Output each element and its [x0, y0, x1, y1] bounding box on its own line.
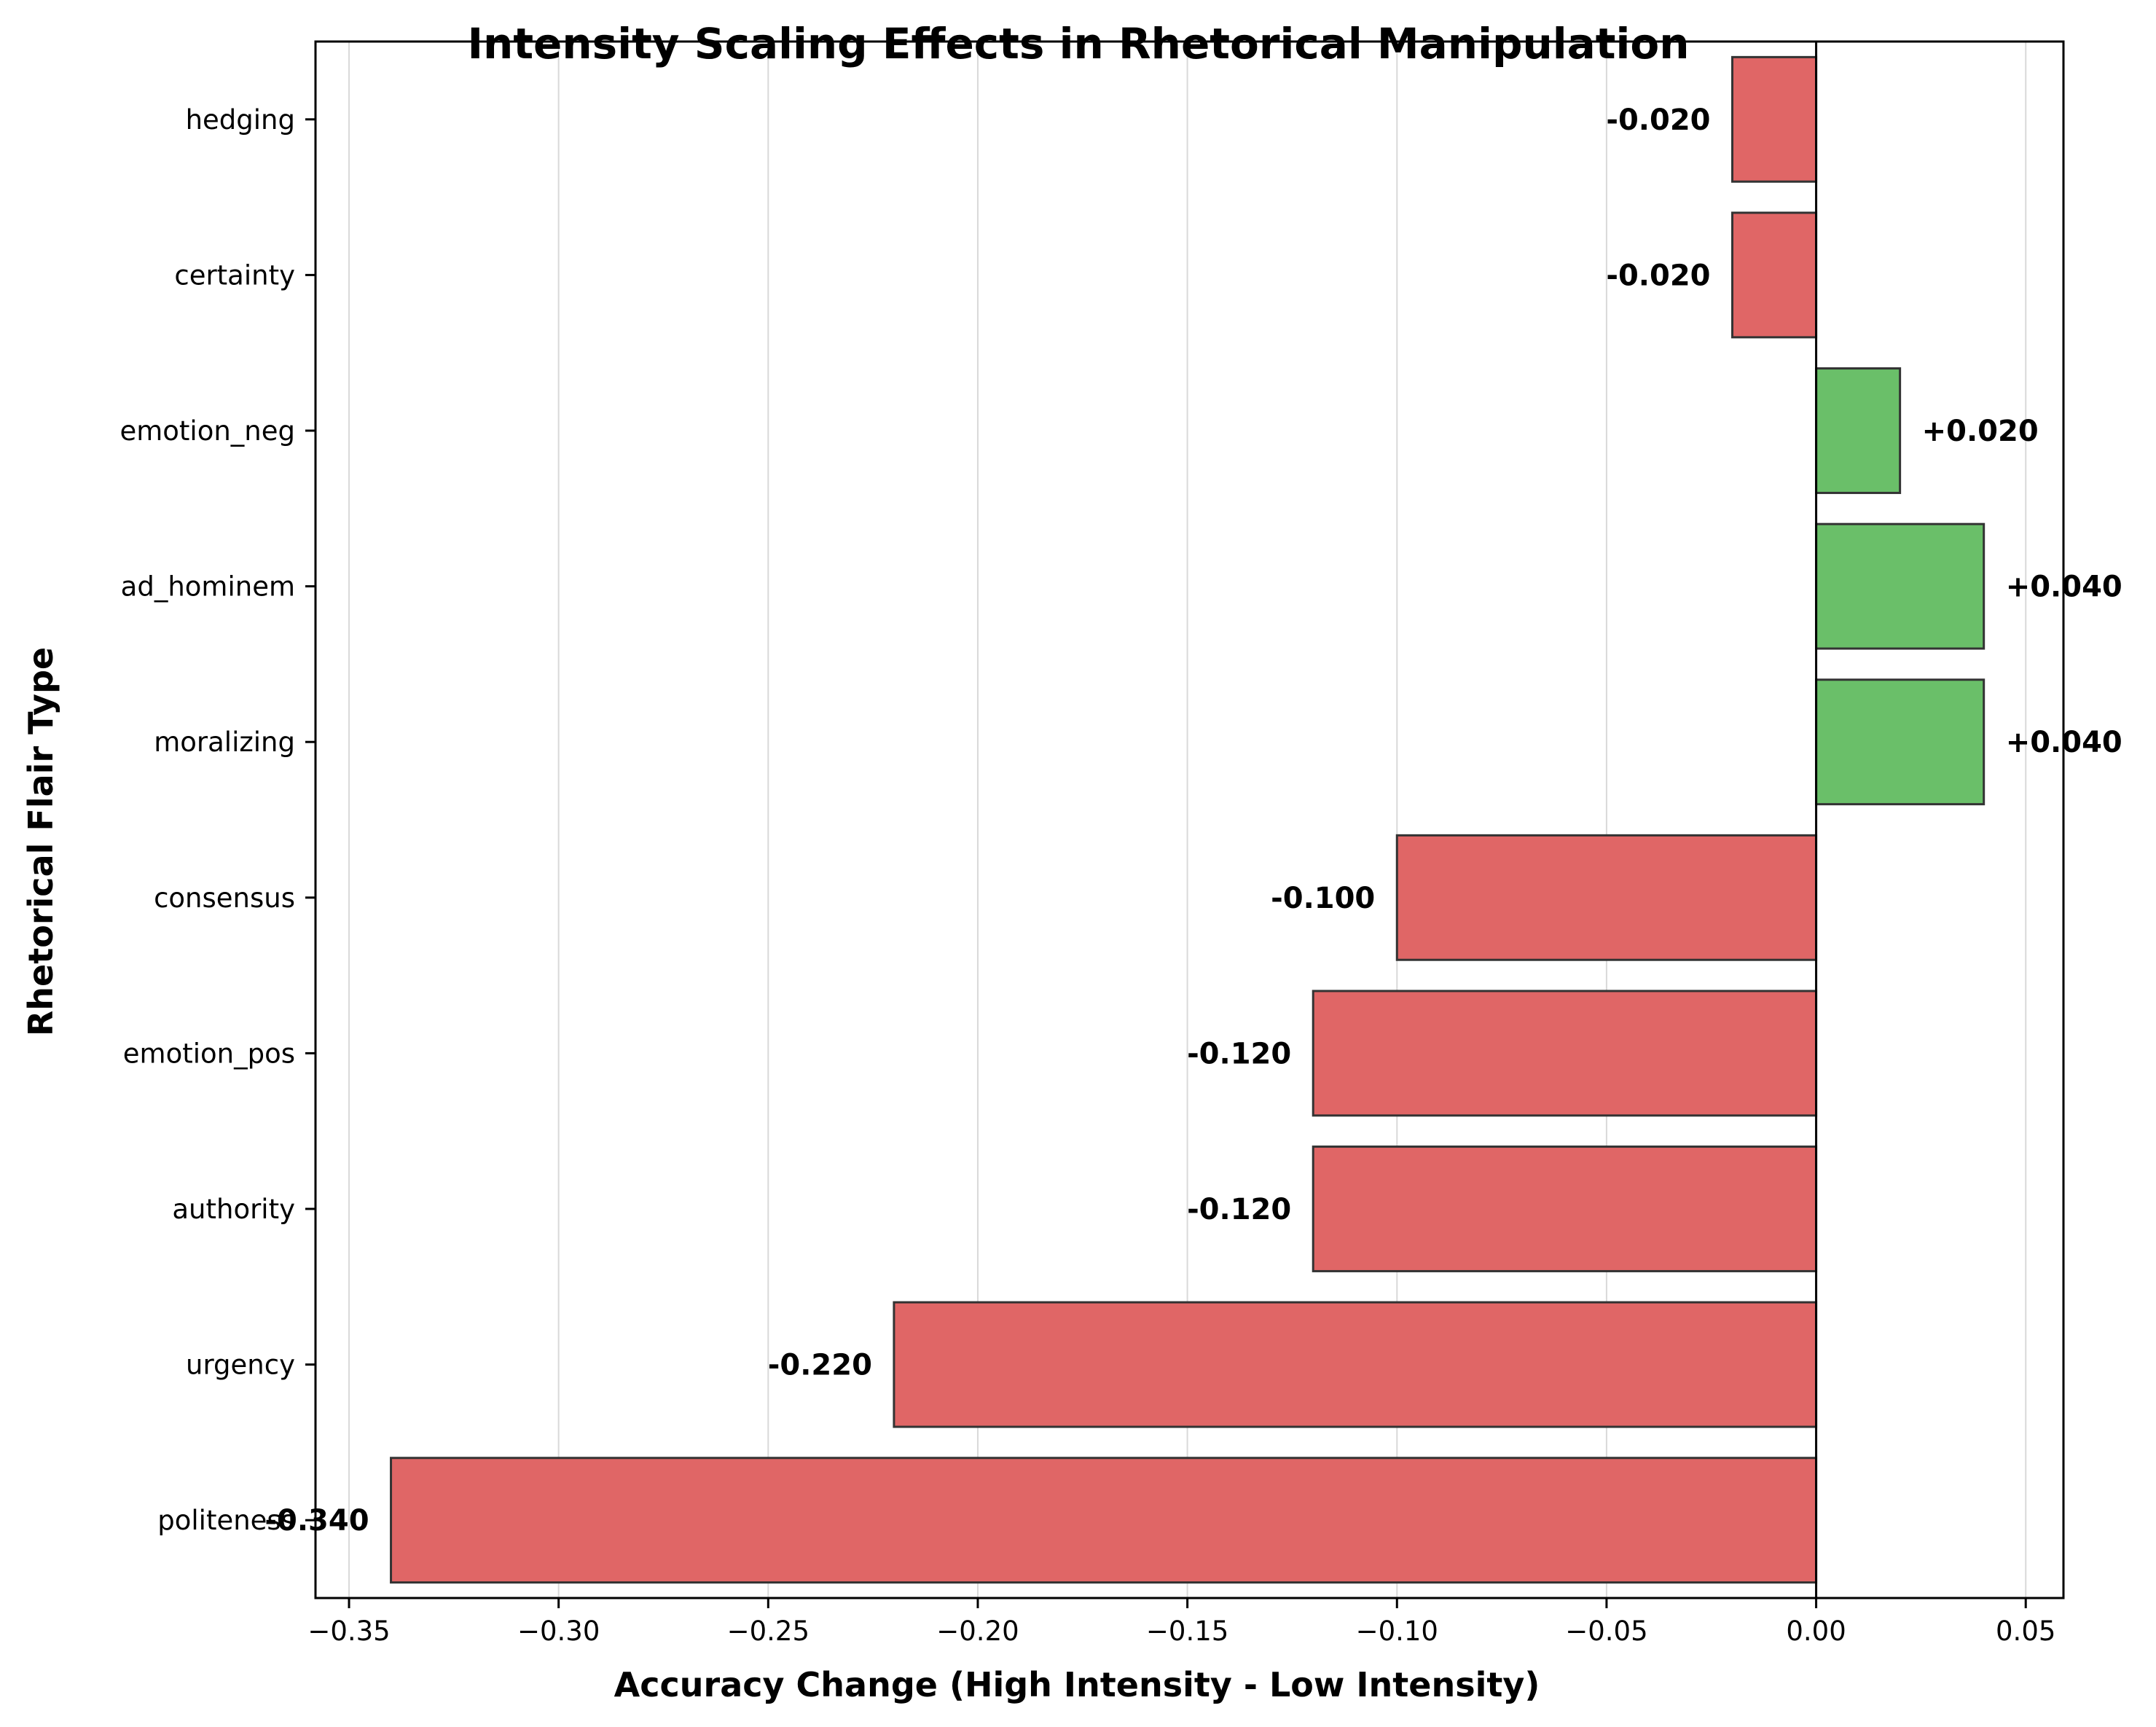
data-label-moralizing: +0.040: [2006, 726, 2122, 759]
bars: [390, 55, 1986, 1584]
x-tick-label: −0.25: [727, 1616, 810, 1647]
bar-emotion_pos: [1312, 990, 1818, 1117]
y-tick-label: emotion_neg: [119, 415, 295, 447]
bar-emotion_neg: [1815, 367, 1902, 494]
y-tick-label: urgency: [186, 1350, 295, 1381]
y-tick-label: ad_hominem: [121, 571, 295, 603]
bar-authority: [1312, 1146, 1818, 1272]
y-axis-title: Rhetorical Flair Type: [21, 647, 60, 1036]
data-label-hedging: -0.020: [1606, 103, 1710, 137]
data-label-emotion_neg: +0.020: [1922, 415, 2039, 448]
y-tick-label: moralizing: [154, 727, 295, 758]
data-label-authority: -0.120: [1187, 1193, 1291, 1226]
data-label-ad_hominem: +0.040: [2006, 571, 2122, 604]
x-axis-title: Accuracy Change (High Intensity - Low In…: [614, 1665, 1540, 1704]
bar-ad_hominem: [1815, 522, 1986, 650]
bar-hedging: [1731, 55, 1818, 183]
y-tick-label: emotion_pos: [123, 1038, 295, 1069]
x-tick-label: −0.10: [1356, 1616, 1438, 1647]
bar-consensus: [1395, 834, 1818, 961]
y-tick-label: consensus: [154, 882, 295, 914]
data-labels: -0.020 -0.020 +0.020 +0.040 +0.040 -0.100 -0.1…: [264, 103, 2122, 1538]
data-label-certainty: -0.020: [1606, 259, 1710, 292]
data-label-consensus: -0.100: [1271, 882, 1375, 915]
data-label-urgency: -0.220: [768, 1349, 872, 1382]
data-label-emotion_pos: -0.120: [1187, 1037, 1291, 1070]
y-tick-label: certainty: [174, 259, 295, 291]
bar-urgency: [893, 1301, 1818, 1428]
chart-title: Intensity Scaling Effects in Rhetorical …: [467, 19, 1689, 68]
x-axis-ticks: −0.35 −0.30 −0.25 −0.20 −0.15 −0.10 −0.05 0.00 0…: [307, 1598, 2055, 1647]
x-tick-label: 0.00: [1786, 1616, 1846, 1647]
x-tick-label: −0.20: [936, 1616, 1019, 1647]
data-label-politeness: -0.340: [264, 1504, 369, 1538]
x-tick-label: −0.35: [307, 1616, 390, 1647]
x-tick-label: −0.05: [1565, 1616, 1647, 1647]
x-tick-label: −0.15: [1146, 1616, 1228, 1647]
y-axis-ticks: hedging certainty emotion_neg ad_hominemmor…: [119, 104, 315, 1536]
y-tick-label: hedging: [186, 104, 295, 136]
x-tick-label: −0.30: [517, 1616, 600, 1647]
bar-moralizing: [1815, 678, 1986, 806]
plot-frame: [314, 40, 2065, 1599]
bar-certainty: [1731, 211, 1818, 339]
x-tick-label: 0.05: [1996, 1616, 2055, 1647]
y-tick-label: authority: [172, 1194, 295, 1225]
y-tick-label: politeness: [157, 1505, 295, 1536]
bar-politeness: [390, 1457, 1818, 1584]
